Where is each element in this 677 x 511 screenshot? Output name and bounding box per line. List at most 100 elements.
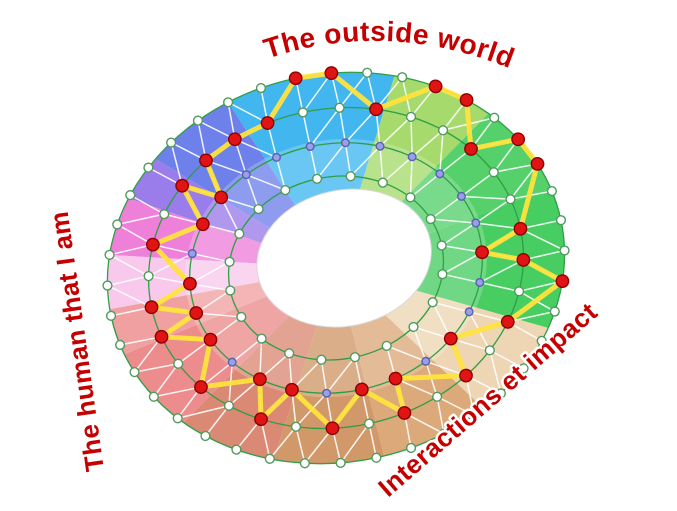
node[interactable] [405,111,417,122]
node[interactable] [335,457,346,469]
node[interactable] [334,102,345,113]
selected-node[interactable] [464,142,479,157]
selected-node[interactable] [189,306,204,321]
node[interactable] [143,271,154,282]
node[interactable] [495,388,506,399]
node[interactable] [227,357,237,367]
node[interactable] [234,228,245,239]
node[interactable] [488,167,499,178]
node[interactable] [518,363,529,374]
node[interactable] [192,115,204,126]
node[interactable] [513,286,525,297]
node[interactable] [435,169,445,179]
node[interactable] [432,391,443,402]
node[interactable] [408,321,419,333]
node[interactable] [322,388,332,398]
selected-node[interactable] [285,382,300,397]
node[interactable] [407,152,417,162]
node[interactable] [129,367,140,378]
node[interactable] [143,162,154,173]
selected-node[interactable] [516,252,531,268]
node[interactable] [377,177,388,188]
node[interactable] [104,249,115,260]
selected-node[interactable] [369,102,384,117]
node[interactable] [271,152,281,162]
selected-node[interactable] [254,412,269,427]
node[interactable] [405,192,416,203]
node[interactable] [223,97,234,108]
selected-node[interactable] [324,66,339,81]
node[interactable] [284,348,295,359]
node[interactable] [397,72,408,83]
selected-node[interactable] [194,380,209,395]
node[interactable] [231,444,242,455]
node[interactable] [371,452,382,463]
selected-node[interactable] [288,71,303,86]
selected-node[interactable] [260,116,275,131]
node[interactable] [316,354,327,365]
selected-node[interactable] [475,245,490,260]
node[interactable] [437,125,449,136]
node[interactable] [297,107,309,118]
node[interactable] [159,209,170,220]
node[interactable] [299,458,310,469]
selected-node[interactable] [195,217,210,232]
selected-node[interactable] [203,332,218,347]
selected-node[interactable] [459,93,474,108]
node[interactable] [105,310,117,321]
node[interactable] [280,185,291,196]
node[interactable] [381,340,392,351]
node[interactable] [290,421,302,432]
selected-node[interactable] [183,276,198,291]
node[interactable] [437,269,448,280]
node[interactable] [225,285,236,296]
node[interactable] [311,173,323,184]
node[interactable] [349,352,361,363]
selected-node[interactable] [354,382,369,397]
selected-node[interactable] [199,153,214,168]
node[interactable] [505,194,516,205]
node[interactable] [484,345,495,356]
node[interactable] [405,442,417,454]
node[interactable] [427,297,438,308]
selected-node[interactable] [500,314,515,329]
node[interactable] [173,358,184,369]
selected-node[interactable] [397,406,412,421]
node[interactable] [255,82,267,94]
node[interactable] [241,170,251,180]
node[interactable] [456,191,466,201]
selected-node[interactable] [459,368,474,383]
selected-node[interactable] [227,132,242,147]
node[interactable] [489,112,500,123]
node[interactable] [340,138,350,148]
selected-node[interactable] [513,221,528,236]
node[interactable] [421,356,431,366]
node[interactable] [375,141,385,151]
selected-node[interactable] [175,178,190,193]
selected-node[interactable] [530,156,545,172]
node[interactable] [223,400,235,411]
node[interactable] [200,430,211,442]
selected-node[interactable] [388,371,403,386]
selected-node[interactable] [154,329,169,344]
node[interactable] [148,391,159,402]
node[interactable] [425,213,436,225]
node[interactable] [172,413,183,424]
selected-node[interactable] [555,274,570,289]
node[interactable] [166,137,177,148]
node[interactable] [363,418,375,429]
node[interactable] [224,256,235,267]
node[interactable] [253,203,264,215]
node[interactable] [187,249,197,259]
node[interactable] [559,245,570,256]
node[interactable] [471,218,481,228]
node[interactable] [236,311,247,323]
node[interactable] [464,307,474,317]
node[interactable] [256,333,267,344]
selected-node[interactable] [325,421,340,436]
node[interactable] [536,335,547,346]
node[interactable] [468,410,480,421]
selected-node[interactable] [252,372,267,387]
selected-node[interactable] [214,190,229,205]
node[interactable] [264,453,275,464]
